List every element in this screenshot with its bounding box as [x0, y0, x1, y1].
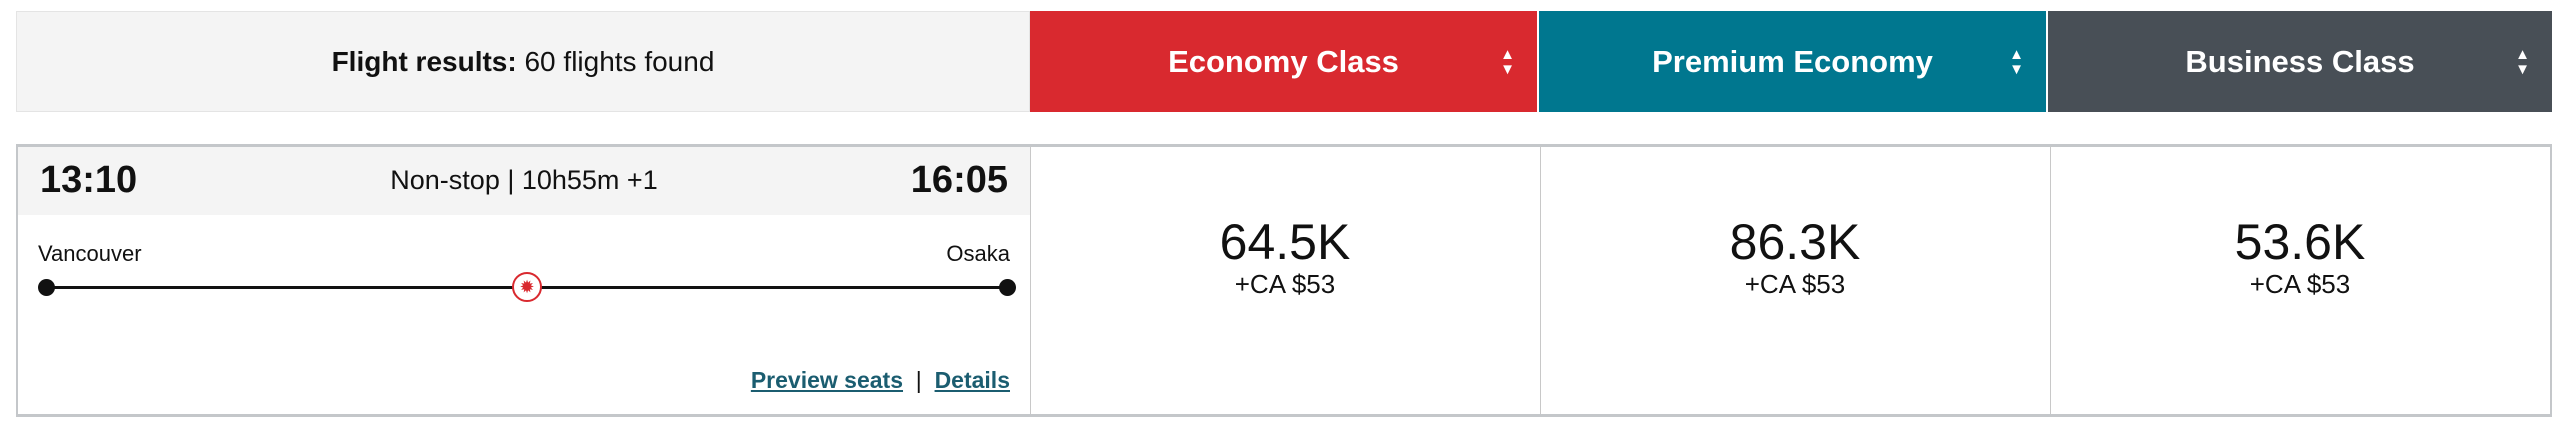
- fare-points: 64.5K: [1219, 214, 1351, 270]
- sort-icon[interactable]: ▲ ▼: [1500, 46, 1515, 78]
- fare-tax: +CA $53: [1234, 269, 1336, 299]
- fare-points: 86.3K: [1729, 214, 1861, 270]
- destination-city: Osaka: [946, 241, 1010, 266]
- cabin-header-business[interactable]: Business Class ▲ ▼: [2048, 11, 2552, 112]
- results-count: 60 flights found: [524, 45, 715, 77]
- flight-result-card: 13:10 Non-stop | 10h55m +1 16:05 Vancouv…: [16, 144, 2552, 417]
- link-separator: |: [915, 367, 922, 393]
- fare-business[interactable]: 53.6K +CA $53: [2050, 147, 2550, 414]
- details-link[interactable]: Details: [934, 367, 1010, 393]
- fare-tax: +CA $53: [2249, 269, 2351, 299]
- origin-dot: [38, 279, 55, 296]
- flight-results-header: Flight results: 60 flights found: [16, 11, 1030, 112]
- flight-times-band: 13:10 Non-stop | 10h55m +1 16:05: [18, 147, 1030, 215]
- route-line: ✹: [38, 272, 1016, 302]
- flight-info: 13:10 Non-stop | 10h55m +1 16:05 Vancouv…: [18, 147, 1031, 414]
- cabin-header-economy[interactable]: Economy Class ▲ ▼: [1030, 11, 1537, 112]
- sort-icon[interactable]: ▲ ▼: [2515, 46, 2530, 78]
- fare-economy[interactable]: 64.5K +CA $53: [1030, 147, 1541, 414]
- depart-time: 13:10: [40, 159, 138, 201]
- flight-links: Preview seats | Details: [751, 367, 1010, 394]
- cabin-header-premium-economy[interactable]: Premium Economy ▲ ▼: [1539, 11, 2046, 112]
- fare-tax: +CA $53: [1744, 269, 1846, 299]
- preview-seats-link[interactable]: Preview seats: [750, 367, 904, 393]
- cabin-label: Economy Class: [1168, 43, 1399, 79]
- results-label: Flight results:: [331, 45, 517, 77]
- flight-summary: Non-stop | 10h55m +1: [390, 165, 658, 195]
- arrive-time: 16:05: [910, 159, 1008, 201]
- fare-points: 53.6K: [2234, 214, 2366, 270]
- maple-leaf-icon: ✹: [512, 272, 542, 302]
- cabin-label: Business Class: [2185, 43, 2415, 79]
- fare-premium-economy[interactable]: 86.3K +CA $53: [1540, 147, 2051, 414]
- destination-dot: [999, 279, 1016, 296]
- sort-icon[interactable]: ▲ ▼: [2009, 46, 2024, 78]
- origin-city: Vancouver: [38, 241, 142, 266]
- cabin-label: Premium Economy: [1652, 43, 1933, 79]
